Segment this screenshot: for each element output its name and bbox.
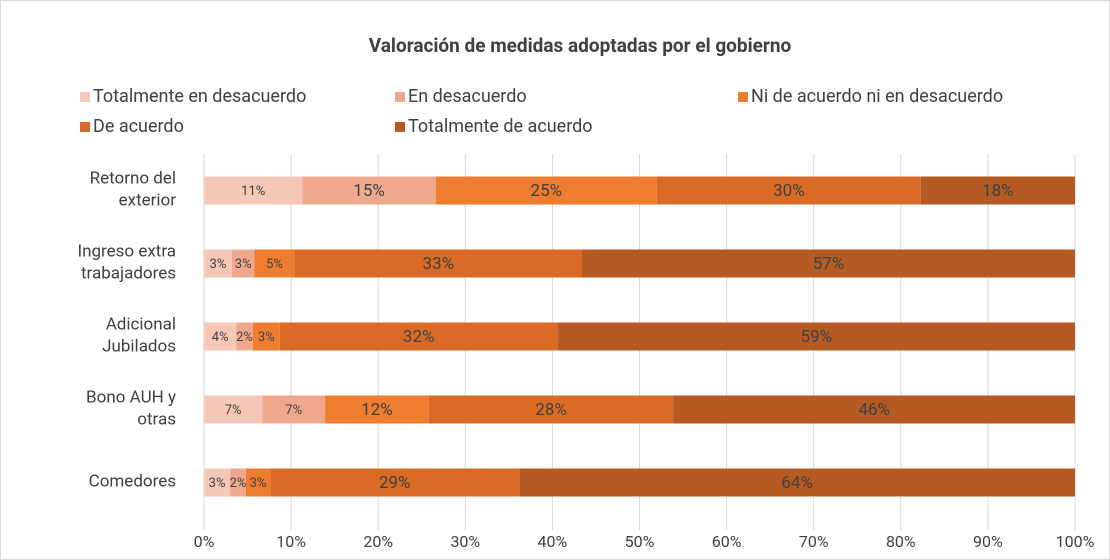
data-label: 7%	[285, 403, 302, 418]
data-label: 18%	[982, 181, 1014, 201]
bar-segment	[656, 176, 921, 205]
data-label: 3%	[209, 476, 226, 491]
x-tick-label: 50%	[625, 532, 655, 551]
bar-segment	[279, 322, 558, 351]
data-label: 3%	[258, 330, 275, 345]
bar-segment	[428, 395, 674, 424]
data-label: 57%	[813, 254, 845, 274]
y-tick-label: Adicional Jubilados	[102, 315, 176, 357]
x-tick-label: 10%	[276, 532, 306, 551]
y-tick-label: Retorno del exterior	[90, 169, 177, 211]
x-tick-label: 80%	[886, 532, 916, 551]
legend-swatch	[395, 122, 405, 132]
y-tick-label: Comedores	[89, 472, 176, 492]
bar-segment	[231, 249, 255, 278]
bar-segment	[302, 176, 436, 205]
data-label: 3%	[210, 257, 227, 272]
x-tick-label: 0%	[194, 532, 215, 551]
data-label: 5%	[266, 257, 283, 272]
data-label: 29%	[379, 473, 411, 493]
data-label: 28%	[535, 400, 567, 420]
legend-label: Totalmente de acuerdo	[408, 116, 593, 137]
data-label: 12%	[361, 400, 393, 420]
data-label: 32%	[403, 327, 435, 347]
data-label: 64%	[781, 473, 813, 493]
x-tick-label: 70%	[799, 532, 829, 551]
chart-title: Valoración de medidas adoptadas por el g…	[369, 34, 792, 57]
data-label: 15%	[353, 181, 385, 201]
data-label: 46%	[858, 400, 890, 420]
legend-swatch	[80, 92, 90, 102]
data-label: 2%	[236, 330, 253, 345]
bar-segment	[236, 322, 253, 351]
data-label: 59%	[801, 327, 833, 347]
bar-segment	[325, 395, 429, 424]
bar-segment	[204, 249, 232, 278]
x-tick-label: 30%	[450, 532, 480, 551]
bar-segment	[262, 395, 326, 424]
x-tick-label: 90%	[973, 532, 1003, 551]
legend-swatch	[738, 92, 748, 102]
data-label: 4%	[212, 330, 229, 345]
data-label: 3%	[250, 476, 267, 491]
x-tick-label: 40%	[538, 532, 568, 551]
data-label: 33%	[423, 254, 455, 274]
legend-label: En desacuerdo	[408, 86, 527, 107]
bar-segment	[204, 176, 303, 205]
bar-segment	[252, 322, 280, 351]
bar-segment	[204, 395, 263, 424]
legend-label: Totalmente en desacuerdo	[93, 86, 306, 107]
data-label: 7%	[225, 403, 242, 418]
bar-segment	[294, 249, 583, 278]
bar-segment	[245, 468, 271, 497]
data-label: 11%	[241, 184, 265, 199]
x-tick-label: 100%	[1056, 532, 1095, 551]
data-label: 30%	[773, 181, 805, 201]
bar-segment	[673, 395, 1075, 424]
bar-segment	[920, 176, 1075, 205]
legend-label: Ni de acuerdo ni en desacuerdo	[751, 86, 1003, 107]
legend-swatch	[395, 92, 405, 102]
data-label: 2%	[230, 476, 247, 491]
data-label: 3%	[235, 257, 252, 272]
bar-segment	[435, 176, 657, 205]
legend-label: De acuerdo	[93, 116, 184, 137]
bar-segment	[270, 468, 520, 497]
bar-segment	[204, 322, 237, 351]
y-tick-label: Bono AUH y otras	[86, 388, 176, 430]
bar-segment	[582, 249, 1075, 278]
bar-segment	[230, 468, 246, 497]
x-tick-label: 20%	[363, 532, 393, 551]
bar-segment	[204, 468, 231, 497]
data-label: 25%	[531, 181, 563, 201]
bar-segment	[519, 468, 1075, 497]
y-tick-label: Ingreso extra trabajadores	[77, 242, 176, 284]
x-tick-label: 60%	[712, 532, 742, 551]
bar-segment	[557, 322, 1075, 351]
bar-segment	[254, 249, 295, 278]
legend-swatch	[80, 122, 90, 132]
